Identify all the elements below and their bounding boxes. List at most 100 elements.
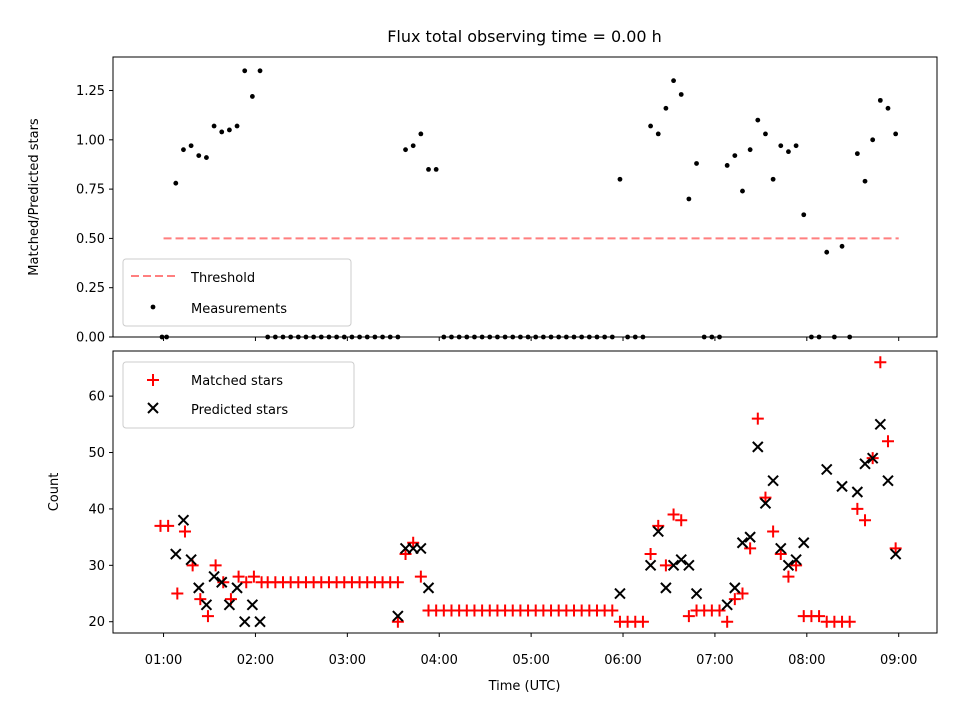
predicted-point — [231, 582, 243, 594]
matched-point — [774, 548, 787, 561]
matched-point — [881, 435, 894, 448]
measurement-point — [648, 123, 653, 129]
measurement-point — [181, 147, 186, 153]
matched-point — [759, 491, 772, 504]
measurement-point — [655, 131, 661, 137]
matched-point — [194, 593, 207, 606]
predicted-point — [675, 553, 687, 566]
x-tick-label: 06:00 — [604, 653, 641, 668]
measurement-point — [257, 68, 263, 74]
matched-point — [713, 604, 726, 617]
predicted-point — [866, 452, 879, 464]
measurement-point — [403, 147, 408, 153]
matched-point — [851, 502, 864, 515]
top-y-tick-label: 0.00 — [76, 331, 105, 346]
x-tick-label: 09:00 — [880, 653, 917, 668]
predicted-point — [246, 599, 259, 611]
x-tick-label: 04:00 — [420, 653, 457, 668]
measurement-point — [893, 131, 899, 137]
predicted-point — [821, 463, 833, 476]
x-axis-label: Time (UTC) — [488, 679, 561, 694]
matched-legend-swatch — [147, 374, 159, 386]
matched-point — [889, 542, 902, 555]
predicted-point — [193, 582, 205, 594]
predicted-point — [200, 599, 213, 611]
top-y-axis-label: Matched/Predicted stars — [27, 118, 42, 276]
matched-point — [736, 587, 749, 600]
top-axes: 0.00 0.25 0.50 0.75 1.00 1.25 Matched/Predict… — [27, 56, 938, 346]
measurement-point — [671, 78, 676, 84]
x-tick-label: 07:00 — [696, 653, 733, 668]
measurement-point — [433, 166, 439, 172]
predicted-point — [736, 537, 749, 549]
matched-point — [247, 570, 260, 583]
bottom-plot-area — [154, 356, 902, 628]
top-y-tick-label: 0.75 — [76, 183, 105, 198]
predicted-point — [767, 475, 779, 487]
matched-point — [414, 570, 427, 583]
measurement-point — [173, 180, 179, 186]
predicted-point — [729, 582, 741, 594]
predicted-point — [775, 542, 787, 555]
top-y-tick-label: 0.50 — [76, 232, 105, 247]
matched-point — [767, 525, 780, 538]
predicted-point — [690, 587, 703, 600]
predicted-point — [683, 559, 695, 572]
bottom-y-ticks: 20 30 40 50 60 — [88, 390, 113, 630]
predicted-point — [415, 542, 427, 555]
measurement-point — [188, 143, 194, 149]
predicted-point — [422, 582, 435, 594]
predicted-point — [889, 548, 902, 560]
bottom-legend: Matched stars Predicted stars — [122, 361, 355, 429]
predicted-point — [208, 570, 220, 583]
matched-point — [606, 604, 619, 617]
predicted-point — [185, 553, 197, 566]
matched-point — [407, 536, 420, 549]
top-axes-frame — [112, 56, 938, 338]
x-tick-label: 02:00 — [237, 653, 274, 668]
measurement-point — [801, 212, 807, 218]
threshold-legend-label: Threshold — [190, 271, 255, 286]
measurement-point — [740, 188, 745, 194]
top-y-tick-label: 1.00 — [76, 133, 105, 148]
top-y-tick-label: 0.25 — [76, 281, 105, 296]
measurement-point — [770, 176, 776, 182]
matched-point — [675, 514, 688, 527]
measurement-point — [763, 131, 768, 137]
predicted-point — [177, 514, 190, 526]
predicted-point — [859, 458, 871, 470]
measurement-point — [227, 127, 232, 133]
predicted-point — [392, 610, 404, 622]
bottom-y-axis-label: Count — [47, 473, 62, 512]
predicted-point — [170, 548, 182, 560]
matched-point — [652, 519, 665, 532]
matched-point — [644, 548, 657, 561]
measurement-point — [839, 243, 845, 249]
matched-point — [728, 593, 741, 606]
measurement-point — [862, 178, 868, 184]
matched-point — [751, 412, 764, 425]
predicted-legend-label: Predicted stars — [191, 403, 288, 418]
x-tick-label: 08:00 — [788, 653, 825, 668]
measurement-point — [747, 147, 753, 153]
measurement-point — [732, 153, 738, 158]
top-y-tick-label: 1.25 — [76, 84, 105, 99]
matched-point — [721, 615, 734, 628]
predicted-legend-swatch — [147, 402, 159, 414]
predicted-point — [798, 537, 810, 549]
top-y-ticks: 0.00 0.25 0.50 0.75 1.00 1.25 — [76, 84, 113, 346]
bottom-y-tick-label: 20 — [88, 615, 105, 630]
matched-point — [391, 576, 404, 589]
matched-point — [636, 615, 649, 628]
measurement-point — [778, 143, 784, 149]
matched-legend-label: Matched stars — [191, 374, 283, 389]
matched-point — [790, 559, 803, 572]
predicted-point — [744, 531, 756, 543]
measurement-point — [196, 153, 202, 158]
matched-point — [859, 514, 872, 527]
measurement-point — [242, 68, 248, 74]
predicted-point — [239, 616, 251, 628]
chart-title: Flux total observing time = 0.00 h — [387, 27, 662, 46]
predicted-point — [667, 559, 680, 572]
top-legend: Threshold Measurements — [122, 258, 352, 327]
